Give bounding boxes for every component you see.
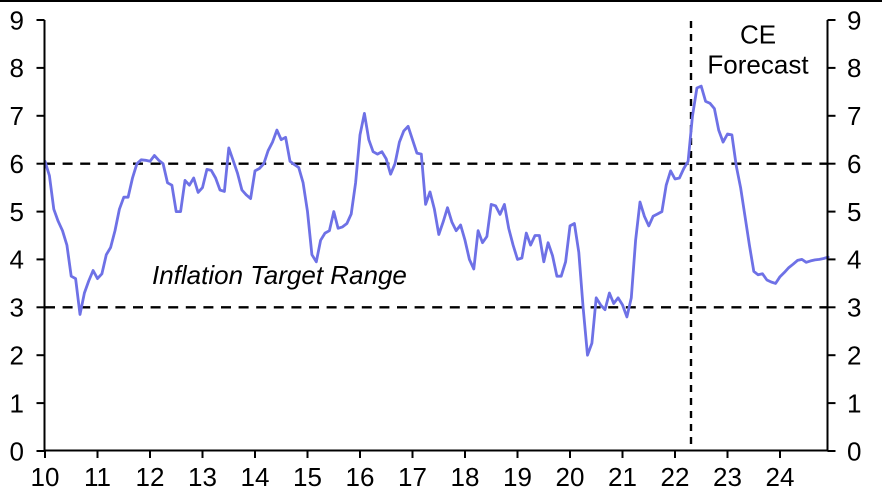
svg-text:20: 20	[556, 462, 585, 492]
svg-text:11: 11	[84, 462, 111, 492]
svg-text:0: 0	[847, 436, 861, 466]
svg-text:5: 5	[847, 197, 861, 227]
svg-text:Inflation Target Range: Inflation Target Range	[152, 260, 407, 290]
svg-text:9: 9	[847, 5, 861, 35]
svg-text:8: 8	[10, 53, 24, 83]
svg-text:9: 9	[10, 5, 24, 35]
svg-text:22: 22	[661, 462, 690, 492]
svg-text:17: 17	[398, 462, 427, 492]
svg-text:2: 2	[847, 341, 861, 371]
svg-text:1: 1	[847, 388, 861, 418]
svg-text:4: 4	[10, 245, 24, 275]
svg-text:16: 16	[346, 462, 375, 492]
svg-text:Forecast: Forecast	[707, 50, 809, 80]
svg-text:18: 18	[451, 462, 480, 492]
svg-text:12: 12	[136, 462, 165, 492]
svg-text:13: 13	[188, 462, 217, 492]
svg-text:5: 5	[10, 197, 24, 227]
svg-text:1: 1	[10, 388, 24, 418]
svg-text:CE: CE	[740, 20, 776, 50]
svg-text:15: 15	[293, 462, 322, 492]
svg-text:14: 14	[241, 462, 270, 492]
svg-text:4: 4	[847, 245, 861, 275]
svg-text:3: 3	[10, 293, 24, 323]
svg-text:8: 8	[847, 53, 861, 83]
svg-text:19: 19	[503, 462, 532, 492]
svg-text:3: 3	[847, 293, 861, 323]
svg-text:21: 21	[608, 462, 637, 492]
svg-text:7: 7	[847, 101, 861, 131]
svg-text:0: 0	[10, 436, 24, 466]
svg-text:23: 23	[713, 462, 742, 492]
svg-text:6: 6	[847, 149, 861, 179]
svg-text:24: 24	[766, 462, 795, 492]
svg-text:10: 10	[31, 462, 60, 492]
svg-text:7: 7	[10, 101, 24, 131]
svg-text:2: 2	[10, 341, 24, 371]
svg-text:6: 6	[10, 149, 24, 179]
